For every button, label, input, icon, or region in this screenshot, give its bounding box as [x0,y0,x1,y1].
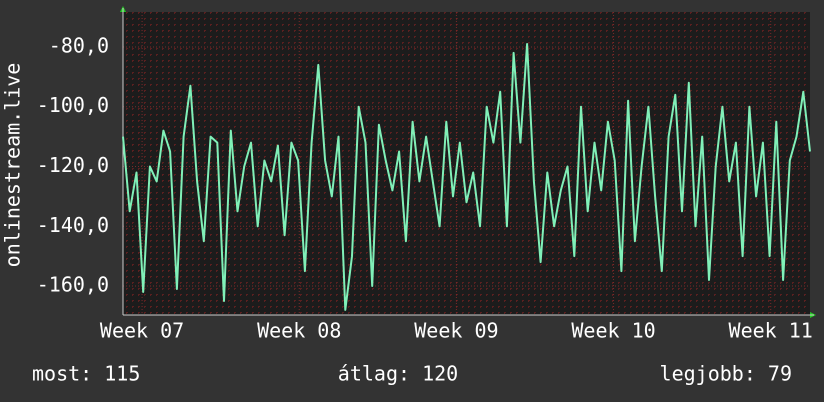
y-tick-label: -100,0 [37,93,109,117]
data-line [122,43,811,311]
y-tick-label: -140,0 [37,213,109,237]
x-tick-label: Week 09 [414,319,498,343]
summary: átlag: 120 [338,362,458,386]
y-tick-label: -80,0 [49,33,109,57]
y-axis-label: onlinestream.live [1,63,25,268]
x-tick-label: Week 07 [100,319,184,343]
y-tick-label: -120,0 [37,153,109,177]
minor-grid [123,12,810,315]
x-tick-label: Week 11 [729,319,813,343]
summary: most: 115 [32,362,140,386]
summary: legjobb: 79 [660,362,792,386]
x-tick-label: Week 08 [257,319,341,343]
x-tick-label: Week 10 [571,319,655,343]
y-tick-label: -160,0 [37,273,109,297]
